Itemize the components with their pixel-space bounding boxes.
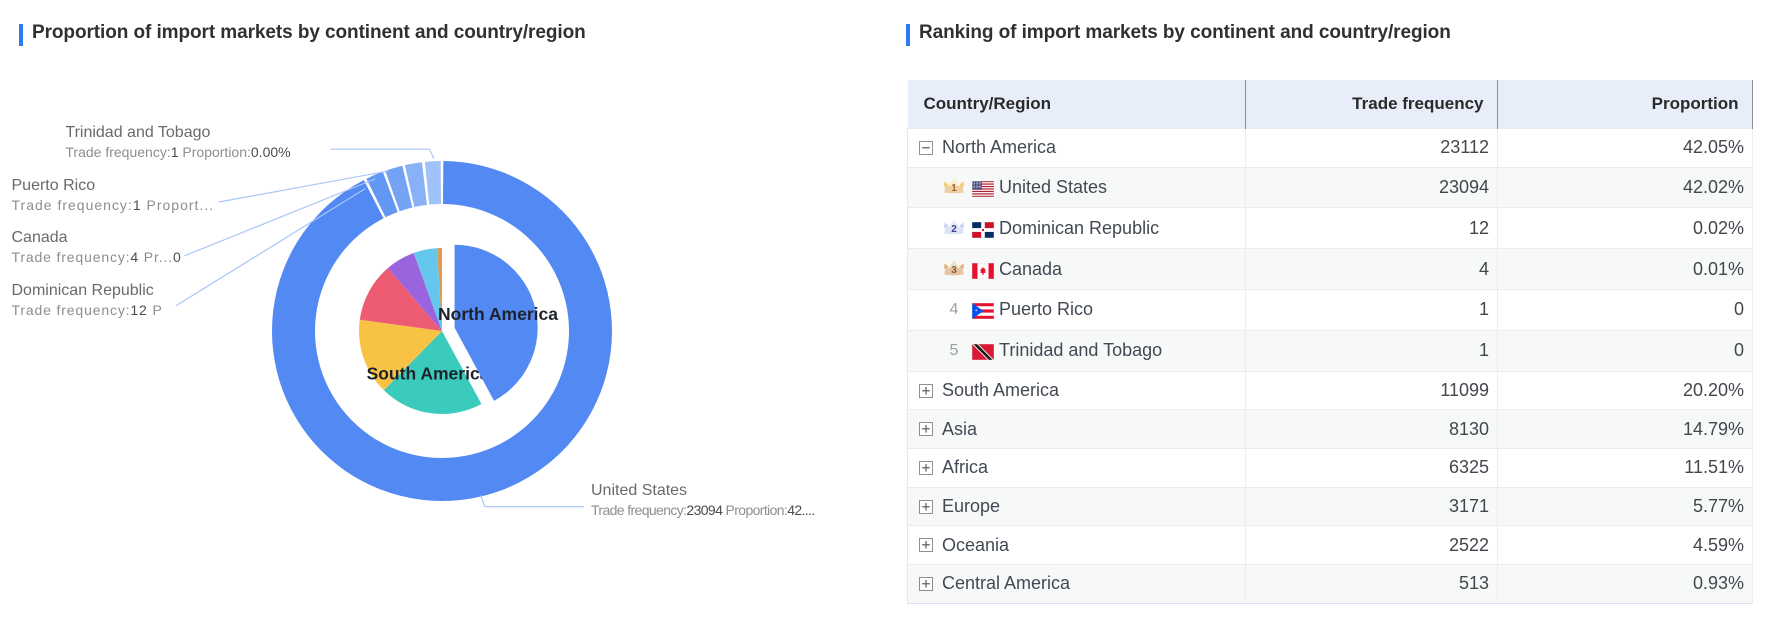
svg-text:South America: South America bbox=[367, 364, 490, 384]
svg-text:Canada: Canada bbox=[12, 229, 68, 246]
svg-text:1: 1 bbox=[951, 183, 957, 194]
svg-text:Trade frequency:23094 Proporti: Trade frequency:23094 Proportion:42.... bbox=[591, 502, 815, 518]
svg-text:Trade frequency:12 P: Trade frequency:12 P bbox=[12, 302, 163, 318]
svg-text:2: 2 bbox=[951, 224, 957, 235]
svg-text:Puerto Rico: Puerto Rico bbox=[12, 177, 96, 194]
svg-text:Trade frequency:1 Proportion:0: Trade frequency:1 Proportion:0.00% bbox=[65, 144, 290, 160]
svg-text:Trade frequency:4 Pr...0: Trade frequency:4 Pr...0 bbox=[12, 249, 182, 265]
svg-text:North America: North America bbox=[438, 304, 558, 324]
svg-text:United States: United States bbox=[591, 482, 687, 499]
svg-text:3: 3 bbox=[951, 265, 957, 276]
svg-text:Trinidad and Tobago: Trinidad and Tobago bbox=[65, 124, 210, 141]
svg-text:Trade frequency:1 Proport...: Trade frequency:1 Proport... bbox=[12, 197, 215, 213]
svg-text:Dominican Republic: Dominican Republic bbox=[12, 282, 154, 299]
